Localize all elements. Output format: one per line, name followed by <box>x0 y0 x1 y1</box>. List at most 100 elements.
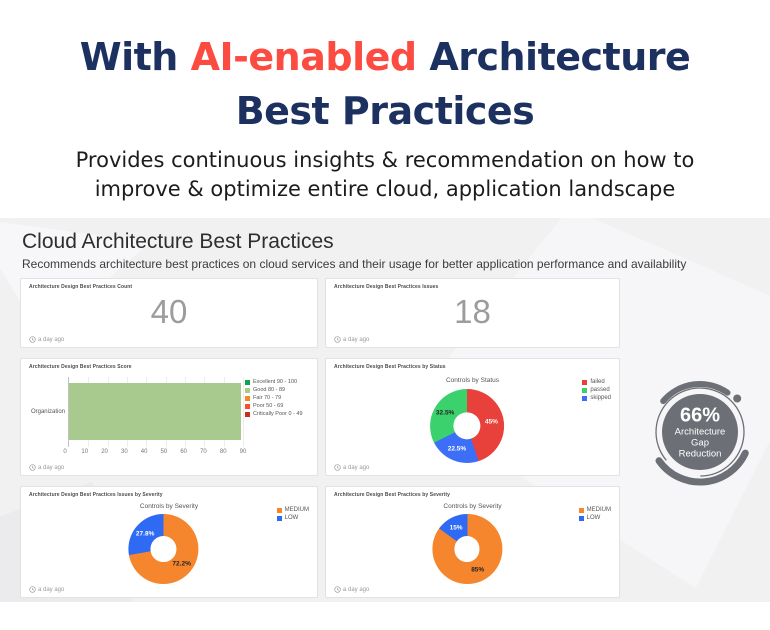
legend-item[interactable]: MEDIUM <box>578 507 611 513</box>
legend-item[interactable]: Good 80 - 89 <box>245 387 311 393</box>
panel-title: Architecture Design Best Practices by Se… <box>334 492 451 498</box>
x-tick-label: 10 <box>81 449 89 455</box>
hero-title-line2: Best Practices <box>235 89 535 133</box>
legend-swatch <box>578 515 584 521</box>
score-legend: Excellent 90 - 100 Good 80 - 89 Fair 70 - … <box>245 379 311 417</box>
donut-slice-label: 72.2% <box>172 560 191 568</box>
hero-subtitle: Provides continuous insights & recommend… <box>0 146 770 204</box>
x-tick-label: 0 <box>63 449 67 455</box>
donut-hole <box>452 412 481 440</box>
panel-best-practices-score[interactable]: Architecture Design Best Practices Score… <box>20 358 318 476</box>
panel-timestamp: a day ago <box>334 586 369 593</box>
hero-title: With AI-enabled Architecture Best Practi… <box>0 30 770 138</box>
legend-label: failed <box>590 379 605 385</box>
legend-label: MEDIUM <box>586 507 611 513</box>
legend-swatch <box>578 507 584 513</box>
panel-by-severity[interactable]: Architecture Design Best Practices by Se… <box>325 486 620 598</box>
legend-swatch <box>245 403 250 409</box>
x-tick-label: 30 <box>120 449 128 455</box>
clock-icon <box>334 586 341 593</box>
panel-best-practices-count[interactable]: Architecture Design Best Practices Count… <box>20 278 318 348</box>
legend-item[interactable]: MEDIUM <box>276 507 309 513</box>
legend-swatch <box>276 515 282 521</box>
status-donut-chart[interactable]: 45% 22.5% 32.5% <box>429 389 504 463</box>
donut-slice-label: 22.5% <box>447 445 467 453</box>
legend-item[interactable]: LOW <box>578 515 611 521</box>
gap-reduction-badge-arcs <box>655 381 749 486</box>
legend-item[interactable]: LOW <box>276 515 309 521</box>
legend-label: passed <box>590 387 610 393</box>
x-tick-label: 20 <box>101 449 108 455</box>
panel-timestamp: a day ago <box>334 336 369 343</box>
bar-category-label: Organization <box>30 409 65 415</box>
panel-timestamp: a day ago <box>29 336 64 343</box>
x-tick-label: 40 <box>140 449 148 455</box>
legend-label: MEDIUM <box>284 507 309 513</box>
legend-item[interactable]: passed <box>582 387 611 393</box>
legend-swatch <box>245 387 250 393</box>
severity-legend: MEDIUM LOW <box>578 507 611 521</box>
legend-swatch <box>245 395 250 401</box>
legend-label: Excellent 90 - 100 <box>253 379 298 385</box>
hero-section: With AI-enabled Architecture Best Practi… <box>0 0 770 218</box>
panel-title: Architecture Design Best Practices Issue… <box>29 492 163 498</box>
badge-label-line3: Reduction <box>678 448 722 460</box>
gap-reduction-badge: 66% Architecture Gap Reduction <box>660 405 740 460</box>
bar-x-axis: 0 10 20 30 40 50 60 70 80 90 <box>63 447 246 457</box>
badge-label-line2: Gap <box>691 437 709 449</box>
clock-icon <box>29 586 36 593</box>
score-bar[interactable] <box>69 383 242 440</box>
donut-slice-label: 45% <box>484 418 498 426</box>
chart-title: Controls by Status <box>445 377 500 384</box>
clock-icon <box>29 464 36 471</box>
legend-label: LOW <box>284 515 299 521</box>
panel-timestamp: a day ago <box>29 464 64 471</box>
donut-slice-label: 32.5% <box>435 409 455 417</box>
x-tick-label: 60 <box>180 449 187 455</box>
donut-slice-label: 85% <box>471 566 485 574</box>
legend-item[interactable]: skipped <box>582 395 611 401</box>
badge-value: 66% <box>679 404 721 427</box>
donut-hole <box>453 536 480 562</box>
legend-label: Critically Poor 0 - 49 <box>253 411 303 417</box>
legend-swatch <box>582 395 588 401</box>
x-tick-label: 70 <box>200 449 207 455</box>
legend-swatch <box>582 387 588 393</box>
hero-title-part1: With <box>79 35 191 79</box>
panel-title: Architecture Design Best Practices Score <box>29 364 132 370</box>
panel-title: Architecture Design Best Practices Count <box>29 284 133 290</box>
legend-item[interactable]: Fair 70 - 79 <box>245 395 311 401</box>
legend-item[interactable]: Excellent 90 - 100 <box>245 379 311 385</box>
x-tick-label: 80 <box>219 449 227 455</box>
timestamp-label: a day ago <box>343 336 370 343</box>
legend-swatch <box>276 507 282 513</box>
x-tick-label: 50 <box>160 449 168 455</box>
panel-by-status[interactable]: Architecture Design Best Practices by St… <box>325 358 620 476</box>
panel-issues-by-severity[interactable]: Architecture Design Best Practices Issue… <box>20 486 318 598</box>
score-bar-chart[interactable]: Organization 0 10 20 30 40 50 60 70 80 90 <box>29 377 246 457</box>
status-legend: failed passed skipped <box>582 379 611 401</box>
timestamp-label: a day ago <box>343 464 370 471</box>
issues-severity-donut-chart[interactable]: 72.2% 27.8% <box>128 514 199 584</box>
stat-value-count: 40 <box>150 293 188 330</box>
panel-timestamp: a day ago <box>29 586 64 593</box>
legend-item[interactable]: Poor 50 - 69 <box>245 403 311 409</box>
legend-item[interactable]: failed <box>582 379 611 385</box>
hero-title-part2: Architecture <box>416 35 691 79</box>
clock-icon <box>29 336 36 343</box>
panel-best-practices-issues[interactable]: Architecture Design Best Practices Issue… <box>325 278 620 348</box>
issues-severity-legend: MEDIUM LOW <box>276 507 309 521</box>
legend-item[interactable]: Critically Poor 0 - 49 <box>245 411 311 417</box>
donut-hole <box>150 536 177 562</box>
stat-value-issues: 18 <box>454 293 491 330</box>
legend-swatch <box>245 379 250 385</box>
donut-slice-label: 15% <box>449 524 463 532</box>
timestamp-label: a day ago <box>343 586 370 593</box>
legend-label: Fair 70 - 79 <box>253 395 282 401</box>
legend-swatch <box>582 379 588 385</box>
legend-label: Poor 50 - 69 <box>253 403 284 409</box>
severity-donut-chart[interactable]: 85% 15% <box>431 514 502 584</box>
chart-title: Controls by Severity <box>139 503 199 510</box>
hero-subtitle-line1: Provides continuous insights & recommend… <box>75 148 695 172</box>
